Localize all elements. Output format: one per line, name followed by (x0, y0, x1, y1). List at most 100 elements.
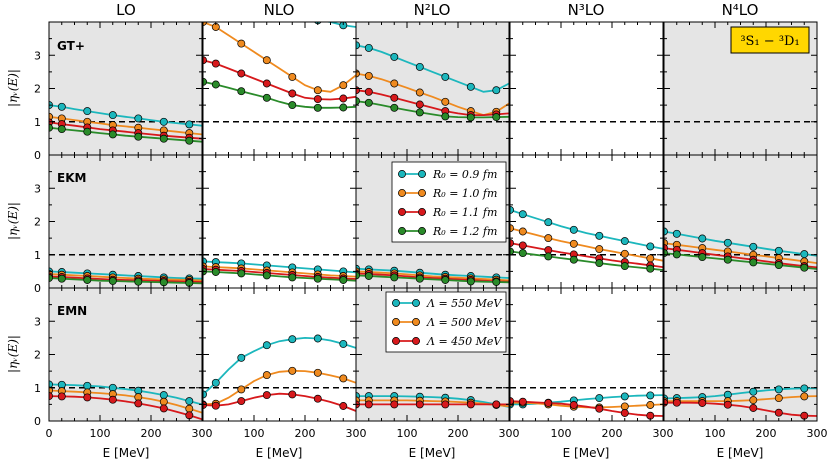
data-point-gt-n2lo-green-5 (415, 108, 424, 117)
data-point-ekm-n3lo-green-3 (544, 252, 553, 261)
data-point-ekm-n3lo-orange-0 (510, 224, 514, 233)
y-tick-label-gt: 3 (34, 49, 41, 62)
data-point-emn-nlo-red-3 (237, 397, 246, 406)
data-point-emn-nlo-red-0 (203, 401, 207, 409)
data-point-emn-nlo-red-11 (339, 402, 348, 410)
data-point-gt-nlo-green-5 (262, 93, 271, 102)
data-point-ekm-n2lo-green-3 (390, 273, 399, 282)
legend-entry-lambda-550: Λ = 550 MeV (426, 297, 502, 310)
data-point-gt-n2lo-red-3 (390, 93, 399, 102)
data-point-ekm-lo-green-9 (159, 278, 168, 287)
data-point-emn-n3lo-red-3 (544, 399, 553, 407)
data-point-ekm-n2lo-green-11 (492, 278, 501, 286)
data-point-emn-n4lo-orange-9 (774, 394, 783, 403)
panel-bg-gt-lo (49, 22, 202, 155)
data-point-gt-n2lo-orange-1 (364, 71, 373, 80)
panel-series-ekm-lo (49, 267, 202, 287)
data-point-emn-lo-red-7 (134, 399, 143, 408)
series-line-emn-n4lo-orange (664, 395, 817, 403)
data-point-gt-nlo-green-7 (288, 101, 297, 110)
data-point-emn-n2lo-red-5 (415, 400, 424, 409)
y-tick-label-emn: 0 (34, 415, 41, 428)
data-point-ekm-n3lo-cyan-9 (620, 237, 629, 246)
data-point-gt-nlo-orange-11 (339, 81, 348, 90)
data-point-gt-nlo-red-11 (339, 94, 348, 103)
series-line-ekm-n2lo-orange (356, 270, 509, 282)
data-point-emn-lo-cyan-3 (83, 381, 92, 390)
data-point-ekm-n4lo-green-3 (698, 253, 707, 262)
data-point-ekm-n3lo-cyan-3 (544, 218, 553, 227)
series-line-emn-n3lo-red (510, 400, 663, 417)
series-line-ekm-lo-cyan (49, 270, 202, 280)
data-point-gt-nlo-cyan-1 (212, 3, 219, 10)
x-tick-label-n2lo: 100 (397, 427, 418, 440)
data-point-gt-n2lo-cyan-1 (364, 43, 373, 52)
data-point-emn-lo-orange-9 (159, 397, 168, 406)
data-point-emn-n3lo-cyan-11 (646, 391, 655, 400)
data-point-ekm-n3lo-orange-11 (646, 254, 655, 263)
y-axis-label-row1: |ηᵥ(E)| (6, 69, 20, 107)
panel-frames (48, 21, 818, 422)
data-point-ekm-n3lo-cyan-5 (569, 225, 578, 234)
legend-entry-r0-10: R₀ = 1.0 fm (432, 187, 497, 200)
data-point-gt-nlo-cyan-3 (238, 7, 245, 14)
x-tick-label-lo: 300 (192, 427, 213, 440)
panel-bg-emn-n4lo (664, 288, 817, 421)
data-point-gt-lo-cyan-5 (108, 111, 117, 120)
channel-badge-box (730, 26, 810, 54)
data-point-gt-n2lo-cyan-7 (441, 72, 450, 81)
data-point-gt-n2lo-red-1 (364, 87, 373, 96)
data-point-emn-n4lo-red-1 (672, 398, 681, 407)
panel-series-emn-n3lo (510, 391, 663, 420)
data-point-gt-nlo-red-7 (288, 89, 297, 98)
data-point-gt-nlo-red-0 (203, 56, 207, 65)
data-point-emn-n2lo-red-9 (466, 400, 475, 409)
x-tick-label-n3lo: 200 (602, 427, 623, 440)
data-point-ekm-n3lo-orange-7 (595, 245, 604, 254)
labels: 0 1 2 3 0 1 2 3 0 1 2 3 0 100 200 300 100 200 300 100 200 300… (34, 49, 828, 440)
data-point-ekm-n3lo-cyan-0 (510, 205, 514, 214)
data-point-emn-n3lo-orange-9 (620, 402, 629, 411)
panel-series-gt-n2lo (356, 41, 509, 122)
data-point-ekm-n4lo-green-11 (800, 263, 809, 272)
legend-marker-lambda-orange (392, 318, 400, 326)
x-axis-label-n4lo: E [MeV] (717, 446, 764, 460)
series-line-gt-nlo-green (203, 80, 356, 109)
data-point-emn-n4lo-orange-7 (749, 396, 758, 405)
series-line-gt-n2lo-cyan (356, 44, 509, 93)
legend-marker-lambda-cyan (412, 299, 420, 307)
data-point-ekm-n4lo-cyan-9 (774, 246, 783, 255)
panel-bg-emn-lo (49, 288, 202, 421)
data-point-ekm-n3lo-cyan-11 (646, 242, 655, 251)
data-point-gt-n2lo-green-0 (356, 97, 360, 106)
data-point-ekm-n3lo-green-9 (620, 262, 629, 271)
data-point-ekm-n4lo-green-1 (672, 250, 681, 259)
x-axis-label-n3lo: E [MeV] (563, 446, 610, 460)
data-point-ekm-n2lo-green-0 (356, 271, 360, 280)
data-point-gt-lo-green-5 (108, 130, 117, 139)
legend-marker-r0-red (418, 208, 426, 216)
series-line-emn-n4lo-cyan (664, 387, 817, 400)
data-point-emn-n4lo-red-3 (698, 399, 707, 407)
x-tick-label-n4lo: 300 (807, 427, 828, 440)
data-point-gt-n2lo-cyan-3 (390, 52, 399, 61)
data-point-ekm-n4lo-green-7 (749, 258, 758, 267)
x-tick-label-lo: 100 (90, 427, 111, 440)
data-point-gt-nlo-red-9 (313, 95, 322, 104)
data-point-emn-nlo-cyan-0 (203, 390, 207, 399)
series-line-gt-lo-green (49, 126, 202, 143)
y-tick-label-gt: 1 (34, 116, 41, 129)
data-point-emn-nlo-cyan-3 (237, 353, 246, 362)
data-point-gt-lo-green-1 (57, 125, 66, 134)
legend-marker-lambda-orange (412, 318, 420, 326)
data-point-ekm-n4lo-cyan-11 (800, 250, 809, 259)
legend-regulator: R₀ = 0.9 fm R₀ = 1.0 fm R₀ = 1.1 fm R₀ =… (391, 161, 507, 243)
series-line-ekm-n3lo-orange (510, 227, 663, 262)
data-point-ekm-n3lo-green-0 (510, 247, 514, 256)
data-point-gt-n2lo-cyan-0 (356, 41, 360, 50)
y-tick-label-gt: 2 (34, 83, 41, 96)
y-tick-label-ekm: 1 (34, 249, 41, 262)
y-tick-label-ekm: 3 (34, 182, 41, 195)
data-point-emn-n2lo-red-7 (441, 400, 450, 409)
data-point-gt-n2lo-orange-3 (390, 79, 399, 88)
